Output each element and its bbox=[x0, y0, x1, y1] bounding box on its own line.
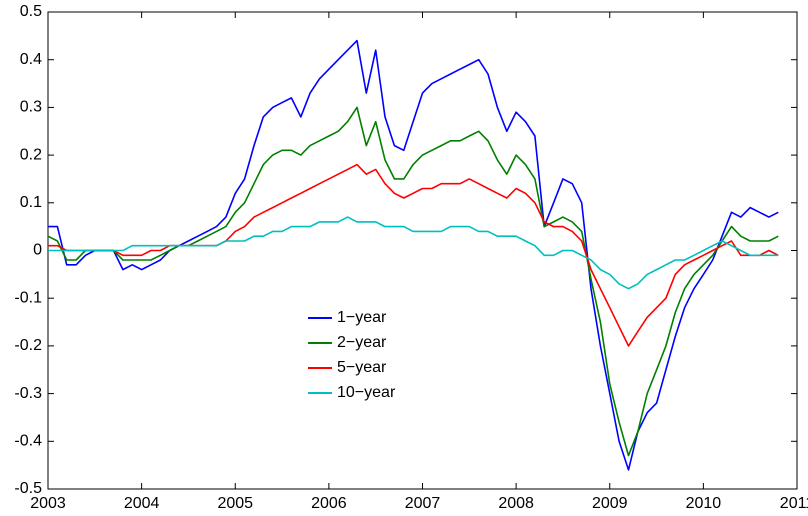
y-tick-label: -0.1 bbox=[14, 289, 42, 306]
y-tick-label: -0.2 bbox=[14, 337, 42, 354]
x-tick-label: 2008 bbox=[498, 495, 534, 512]
x-tick-label: 2006 bbox=[311, 495, 347, 512]
y-tick-label: 0.2 bbox=[20, 146, 42, 163]
series-line bbox=[48, 216, 779, 290]
y-tick-label: 0.3 bbox=[20, 99, 42, 116]
x-tick-label: 2003 bbox=[30, 495, 66, 512]
series-line bbox=[48, 39, 779, 471]
y-tick-label: -0.5 bbox=[14, 480, 42, 497]
y-tick-label: 0.4 bbox=[20, 51, 42, 68]
y-tick-label: -0.3 bbox=[14, 385, 42, 402]
x-tick-label: 2005 bbox=[217, 495, 253, 512]
legend-label: 1−year bbox=[337, 309, 387, 326]
legend-label: 2−year bbox=[337, 334, 387, 351]
series-line bbox=[47, 106, 779, 457]
legend-label: 10−year bbox=[337, 384, 396, 401]
x-tick-label: 2010 bbox=[686, 495, 722, 512]
y-tick-label: 0 bbox=[33, 242, 42, 259]
legend-label: 5−year bbox=[337, 359, 387, 376]
x-tick-label: 2004 bbox=[124, 495, 160, 512]
series-line bbox=[48, 163, 779, 347]
x-tick-label: 2011 bbox=[780, 495, 808, 512]
y-tick-label: 0.5 bbox=[20, 3, 42, 20]
x-tick-label: 2007 bbox=[405, 495, 441, 512]
y-tick-label: -0.4 bbox=[14, 433, 42, 450]
y-tick-label: 0.1 bbox=[20, 194, 42, 211]
x-tick-label: 2009 bbox=[592, 495, 628, 512]
